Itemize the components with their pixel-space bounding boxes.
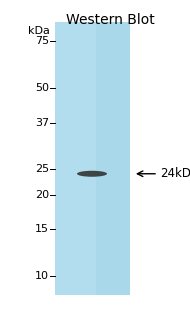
Text: 15: 15 — [35, 224, 49, 234]
Bar — [55, 22, 96, 295]
Ellipse shape — [77, 171, 107, 177]
Bar — [55, 22, 130, 295]
Text: 24kDa: 24kDa — [160, 167, 190, 180]
Text: kDa: kDa — [28, 26, 50, 36]
Text: 25: 25 — [35, 164, 49, 174]
Text: 20: 20 — [35, 190, 49, 200]
Text: 50: 50 — [35, 83, 49, 93]
Text: 37: 37 — [35, 118, 49, 128]
Text: 10: 10 — [35, 271, 49, 281]
Text: Western Blot: Western Blot — [66, 13, 155, 27]
Text: 75: 75 — [35, 36, 49, 46]
